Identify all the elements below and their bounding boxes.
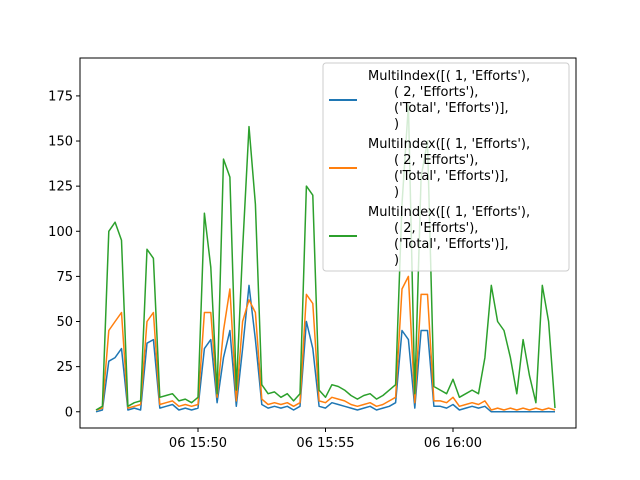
- y-tick-label: 125: [48, 180, 73, 195]
- x-tick-label: 06 16:00: [424, 436, 482, 451]
- legend-box: [322, 62, 570, 272]
- legend-label-line: ): [394, 117, 399, 132]
- y-tick-label: 175: [48, 89, 73, 104]
- legend-label-line: ( 2, 'Efforts'),: [394, 221, 478, 236]
- y-axis: 0 25 50 75 100 125 150 175: [48, 89, 80, 420]
- x-axis: 06 15:50 06 15:55 06 16:00: [169, 428, 482, 451]
- legend: MultiIndex([( 1, 'Efforts'),( 2, 'Effort…: [322, 62, 570, 272]
- legend-label-line: MultiIndex([( 1, 'Efforts'),: [368, 69, 530, 84]
- legend-label-line: ('Total', 'Efforts')],: [394, 101, 509, 116]
- legend-label-line: ): [394, 185, 399, 200]
- y-tick-label: 50: [56, 315, 73, 330]
- x-tick-label: 06 15:55: [296, 436, 354, 451]
- legend-label-line: ( 2, 'Efforts'),: [394, 153, 478, 168]
- y-tick-label: 150: [48, 135, 73, 150]
- legend-label-line: MultiIndex([( 1, 'Efforts'),: [368, 205, 530, 220]
- legend-label-line: ): [394, 253, 399, 268]
- y-tick-label: 0: [65, 405, 73, 420]
- plot-frame: [79, 57, 577, 429]
- y-tick-label: 75: [56, 270, 73, 285]
- series-lines: [95, 104, 556, 413]
- series-line-2: [95, 275, 556, 411]
- legend-label-line: ('Total', 'Efforts')],: [394, 169, 509, 184]
- x-tick-label: 06 15:50: [169, 436, 227, 451]
- series-line-3: [95, 104, 556, 411]
- series-line-1: [95, 284, 555, 413]
- y-tick-label: 100: [48, 225, 73, 240]
- legend-label-line: MultiIndex([( 1, 'Efforts'),: [368, 137, 530, 152]
- legend-label-line: ( 2, 'Efforts'),: [394, 85, 478, 100]
- y-tick-label: 25: [56, 360, 73, 375]
- legend-label-line: ('Total', 'Efforts')],: [394, 237, 509, 252]
